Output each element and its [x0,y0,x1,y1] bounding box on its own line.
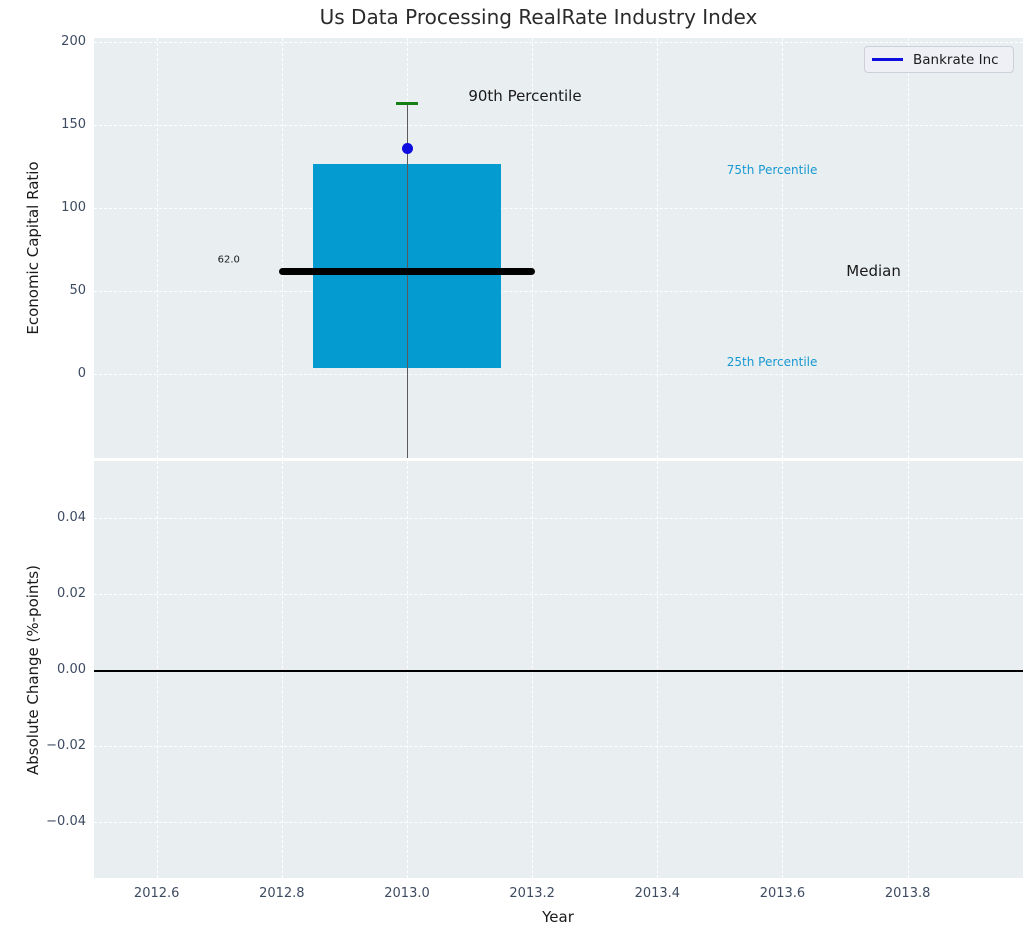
x-tick-label: 2012.8 [259,886,305,901]
y-tick-label: 0.02 [57,585,86,601]
y-tick-label: 200 [61,34,86,49]
annotation-median: Median [846,262,901,281]
x-gridline [657,461,659,878]
x-gridline [407,461,408,878]
x-gridline [657,38,659,458]
y-tick-label: 100 [61,200,86,215]
y-gridline [94,125,1023,126]
x-gridline [907,461,909,878]
whisker-line [407,103,408,458]
y-tick-label: −0.04 [46,814,86,830]
annotation-62-0: 62.0 [217,254,240,266]
y-tick-label: 0.00 [57,662,86,677]
legend-label: Bankrate Inc [913,51,999,68]
iqr-box [313,164,501,369]
y-gridline [94,746,1023,748]
x-gridline [782,461,784,878]
y-gridline [94,42,1023,43]
top-y-axis-label: Economic Capital Ratio [24,161,42,335]
x-axis-label: Year [542,908,574,926]
x-gridline [782,38,784,458]
y-gridline [94,517,1023,519]
bottom-axes [94,461,1023,878]
y-gridline [94,291,1023,292]
annotation-25th-percentile: 25th Percentile [726,355,818,370]
x-tick-label: 2013.4 [634,886,681,901]
x-tick-label: 2013.6 [759,886,806,901]
zero-line [94,670,1023,672]
y-tick-label: −0.02 [46,738,86,754]
x-tick-label: 2013.2 [509,886,555,901]
x-tick-label: 2013.8 [884,886,931,901]
y-gridline [94,593,1023,595]
chart-title: Us Data Processing RealRate Industry Ind… [319,5,758,29]
p90-cap [395,101,419,105]
annotation-90th-percentile: 90th Percentile [468,86,582,105]
y-tick-label: 0.04 [57,509,86,525]
x-tick-label: 2012.6 [133,886,180,901]
x-gridline [532,461,534,878]
top-axes: 90th Percentile 75th Percentile Median 25th… [94,38,1023,458]
x-gridline [281,461,283,878]
legend: Bankrate Inc [864,46,1014,73]
company-value-dot [401,142,413,154]
y-gridline [94,208,1023,209]
annotation-75th-percentile: 75th Percentile [726,163,818,178]
x-tick-label: 2013.0 [384,886,430,901]
y-gridline [94,374,1023,375]
y-tick-label: 150 [61,117,86,132]
y-tick-label: 0 [77,366,86,381]
x-gridline [532,38,534,458]
x-gridline [156,38,158,458]
legend-line-swatch [872,58,903,61]
x-gridline [156,461,158,878]
median-line [279,267,535,275]
x-gridline [281,38,283,458]
x-gridline [907,38,909,458]
y-tick-label: 50 [69,283,86,298]
y-gridline [94,822,1023,824]
